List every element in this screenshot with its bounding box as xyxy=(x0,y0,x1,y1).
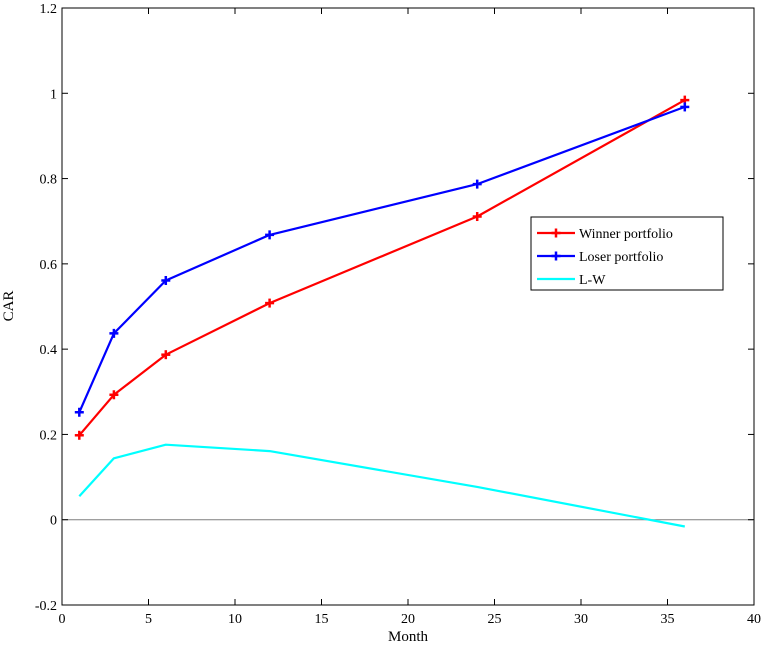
x-axis-label: Month xyxy=(388,629,429,645)
legend-label-l-w: L-W xyxy=(579,273,606,288)
data-point-loser-portfolio xyxy=(265,230,275,240)
y-tick-label: 1 xyxy=(50,87,57,102)
data-point-loser-portfolio xyxy=(472,179,482,189)
legend-box xyxy=(530,216,724,291)
legend: Winner portfolio Loser portfolio L-W xyxy=(530,216,724,291)
data-point-loser-portfolio xyxy=(109,328,119,338)
x-tick-label: 5 xyxy=(145,612,152,627)
legend-marker-loser-portfolio xyxy=(551,251,561,261)
y-tick-label: 0 xyxy=(50,514,57,529)
data-point-loser-portfolio xyxy=(161,275,171,285)
y-tick-label: 0.6 xyxy=(40,258,58,273)
legend-marker-winner-portfolio xyxy=(551,228,561,238)
x-tick-label: 35 xyxy=(661,612,675,627)
x-tick-label: 25 xyxy=(488,612,502,627)
x-tick-label: 0 xyxy=(59,612,66,627)
y-tick-label: -0.2 xyxy=(35,599,57,614)
series-line-l-w xyxy=(78,443,686,528)
x-tick-label: 40 xyxy=(747,612,761,627)
data-point-winner-portfolio xyxy=(109,390,119,400)
y-tick-label: 0.2 xyxy=(40,428,58,443)
data-point-winner-portfolio xyxy=(472,212,482,222)
x-tick-label: 20 xyxy=(401,612,415,627)
legend-label-winner-portfolio: Winner portfolio xyxy=(579,227,673,242)
data-point-winner-portfolio xyxy=(161,350,171,360)
data-point-loser-portfolio xyxy=(680,102,690,112)
y-tick-label: 0.8 xyxy=(40,173,58,188)
y-axis-label: CAR xyxy=(1,291,17,322)
data-point-winner-portfolio xyxy=(265,298,275,308)
y-tick-label: 0.4 xyxy=(40,343,58,358)
plot-area xyxy=(61,7,755,606)
x-tick-label: 15 xyxy=(315,612,329,627)
legend-label-loser-portfolio: Loser portfolio xyxy=(579,250,663,265)
data-point-winner-portfolio xyxy=(74,430,84,440)
data-point-loser-portfolio xyxy=(74,407,84,417)
series-line-winner-portfolio xyxy=(78,99,686,437)
x-tick-label: 10 xyxy=(228,612,242,627)
y-tick-label: 1.2 xyxy=(40,2,58,17)
series-line-loser-portfolio xyxy=(78,105,686,413)
x-tick-label: 30 xyxy=(574,612,588,627)
